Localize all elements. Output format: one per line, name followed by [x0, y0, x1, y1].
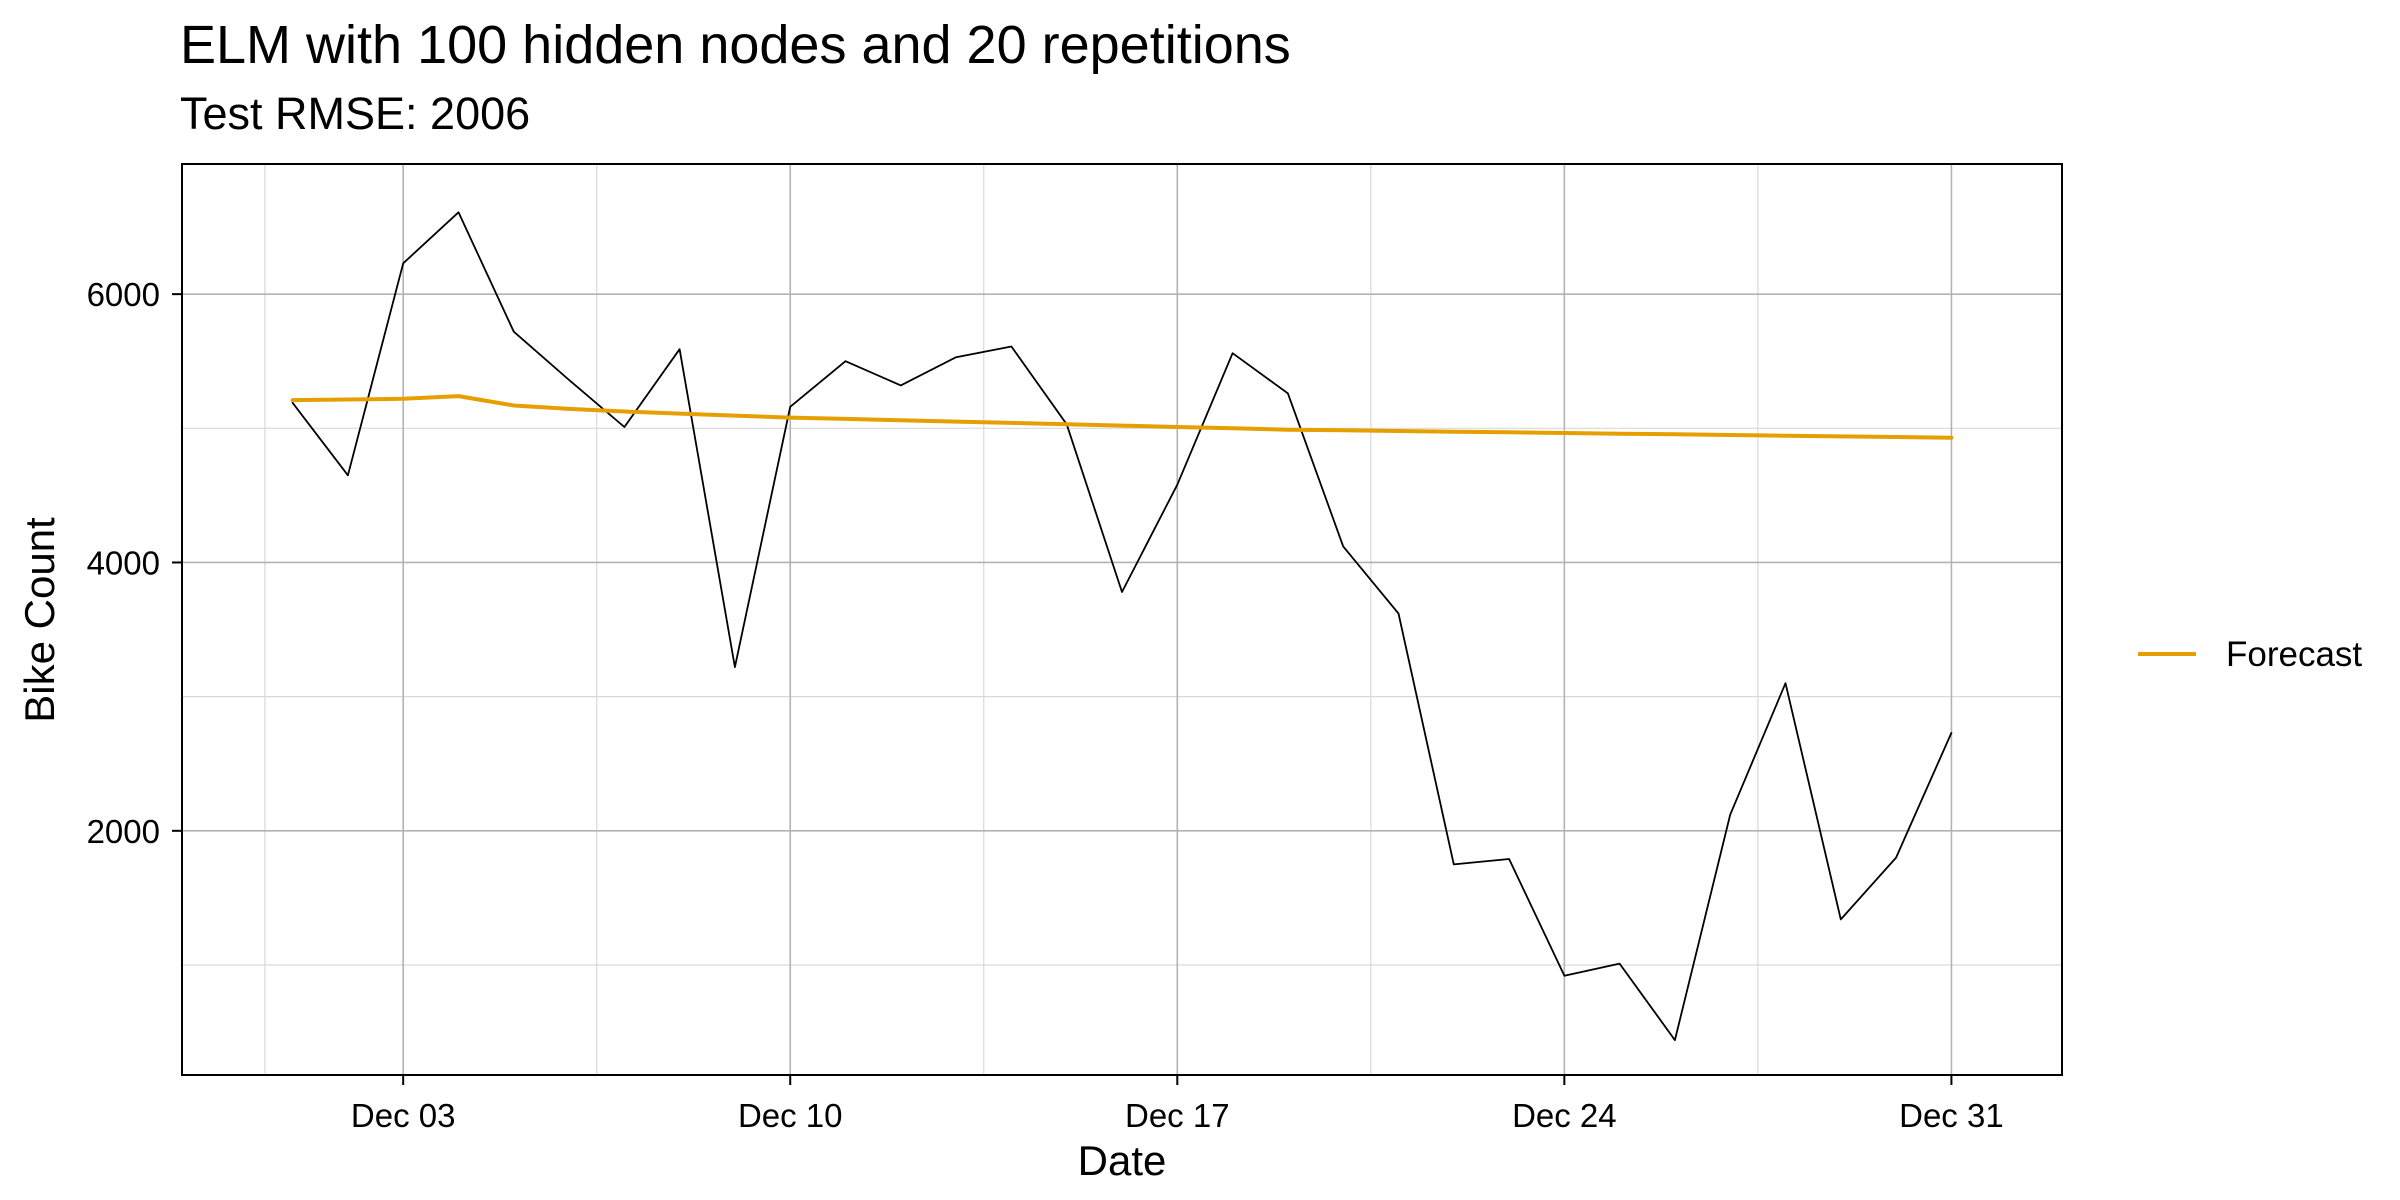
x-tick-label: Dec 03 — [351, 1097, 456, 1134]
x-tick-label: Dec 17 — [1125, 1097, 1230, 1134]
chart-subtitle: Test RMSE: 2006 — [180, 88, 531, 139]
y-tick-label: 4000 — [87, 544, 160, 581]
grid-layer — [182, 164, 2062, 1075]
x-tick-label: Dec 24 — [1512, 1097, 1617, 1134]
legend-forecast-label: Forecast — [2226, 635, 2362, 674]
chart-title: ELM with 100 hidden nodes and 20 repetit… — [180, 15, 1291, 75]
x-axis-title: Date — [1078, 1137, 1167, 1184]
x-tick-label: Dec 10 — [738, 1097, 843, 1134]
legend: Forecast — [2138, 635, 2362, 674]
series-layer — [290, 211, 1954, 1041]
series-actual-line — [291, 211, 1953, 1041]
y-axis-title: Bike Count — [16, 517, 63, 723]
tick-layer: Dec 03 Dec 10 Dec 17 Dec 24 Dec 31 2000 4000 60… — [87, 276, 2004, 1134]
x-tick-label: Dec 31 — [1899, 1097, 2004, 1134]
series-forecast-line — [290, 394, 1954, 440]
plot-frame — [181, 163, 2063, 1076]
y-tick-label: 2000 — [87, 813, 160, 850]
y-tick-label: 6000 — [87, 276, 160, 313]
